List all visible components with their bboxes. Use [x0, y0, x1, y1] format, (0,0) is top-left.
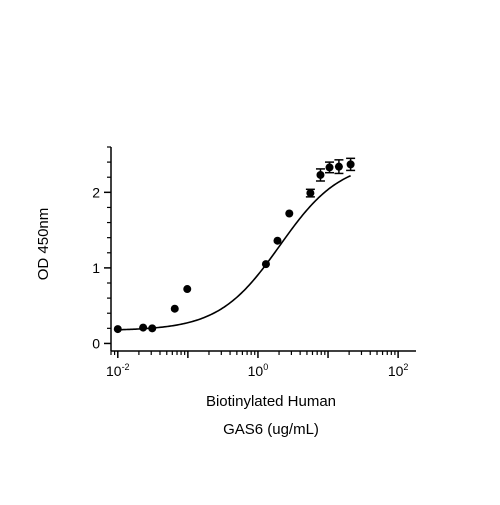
data-point [285, 209, 294, 218]
data-point [346, 160, 355, 169]
y-tick-label: 1 [92, 260, 100, 276]
data-point [139, 323, 148, 332]
data-point [316, 170, 325, 179]
x-tick-label: 100 [248, 362, 269, 379]
y-tick-label: 2 [92, 184, 100, 200]
y-tick-label: 0 [92, 335, 100, 351]
data-point [113, 325, 122, 334]
y-axis-label: OD 450nm [35, 208, 52, 281]
data-points [113, 160, 355, 334]
y-ticks: 0 1 2 [92, 146, 111, 351]
x-axis-label-line-1: Biotinylated Human [206, 393, 336, 410]
data-point [325, 163, 334, 172]
x-ticks: 10-2 100 102 [106, 351, 408, 379]
data-point [261, 260, 270, 269]
data-point [170, 304, 179, 313]
fit-curve [117, 174, 351, 331]
data-point [306, 189, 315, 198]
data-point [183, 285, 192, 294]
x-tick-label: 10-2 [106, 362, 130, 379]
data-point [148, 324, 157, 333]
data-point [334, 162, 343, 171]
x-axis-label-line-2: GAS6 (ug/mL) [223, 421, 319, 438]
data-point [273, 236, 282, 245]
axes [110, 147, 416, 352]
x-tick-label: 102 [388, 362, 409, 379]
